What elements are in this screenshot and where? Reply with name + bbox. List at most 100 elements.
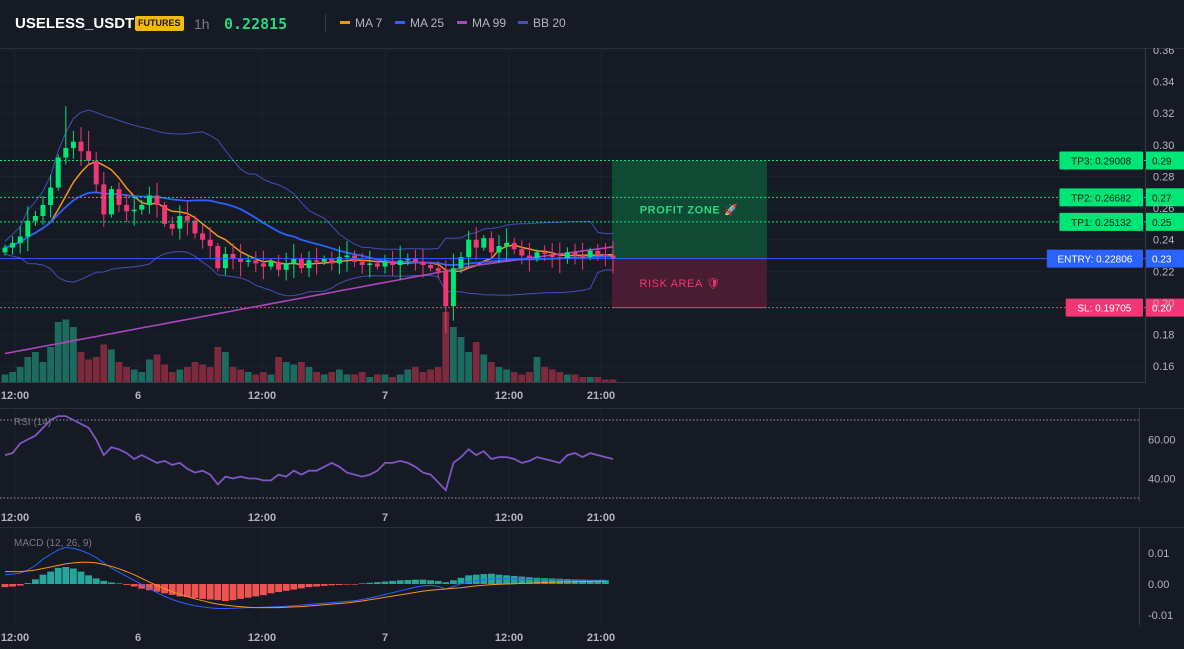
timeframe-selector[interactable]: 1h [194, 16, 210, 32]
candle[interactable] [428, 261, 434, 272]
candle[interactable] [557, 242, 563, 274]
candle[interactable] [564, 247, 570, 264]
candle[interactable] [504, 228, 510, 261]
candle[interactable] [488, 231, 494, 260]
candle[interactable] [519, 240, 525, 265]
candle[interactable] [108, 185, 114, 218]
legend-ma7[interactable]: MA 7 [340, 16, 382, 30]
candle[interactable] [572, 243, 578, 265]
candle[interactable] [336, 246, 342, 275]
volume-bar [130, 369, 138, 382]
candle[interactable] [17, 225, 23, 254]
candle[interactable] [466, 230, 472, 266]
candle[interactable] [435, 261, 441, 279]
candle[interactable] [124, 194, 130, 223]
legend-ma25[interactable]: MA 25 [395, 16, 444, 30]
candlesticks[interactable] [2, 106, 616, 333]
candle[interactable] [390, 251, 396, 276]
candle[interactable] [329, 251, 335, 271]
candle[interactable] [526, 242, 532, 272]
candle[interactable] [291, 244, 297, 278]
trade-levels: TP3: 0.29008 0.29 TP2: 0.26682 0.27 TP1: 0.2… [0, 151, 1184, 317]
candle[interactable] [298, 253, 304, 274]
candle[interactable] [48, 174, 54, 218]
candle[interactable] [321, 255, 327, 266]
volume-bar [16, 367, 24, 382]
candle[interactable] [549, 243, 555, 268]
candle[interactable] [511, 237, 517, 255]
candle[interactable] [55, 154, 61, 191]
rsi-tick-1: 60.00 [1148, 435, 1176, 447]
candle[interactable] [602, 243, 608, 267]
candle[interactable] [473, 227, 479, 261]
candle[interactable] [177, 205, 183, 240]
candle[interactable] [314, 247, 320, 275]
candle[interactable] [86, 130, 92, 166]
candle[interactable] [458, 252, 464, 274]
candle[interactable] [146, 186, 152, 214]
candle-body [78, 141, 84, 152]
rsi-line [4, 415, 614, 492]
candle[interactable] [481, 234, 487, 251]
candle[interactable] [2, 244, 8, 256]
candle[interactable] [306, 251, 312, 278]
candle[interactable] [169, 216, 175, 236]
candle[interactable] [534, 249, 540, 262]
candle[interactable] [162, 201, 168, 228]
time-tick-2-1: 6 [135, 632, 141, 644]
bb-upper [4, 109, 614, 250]
candle[interactable] [93, 151, 99, 194]
candle[interactable] [154, 182, 160, 218]
candle[interactable] [184, 201, 190, 236]
volume-bar [594, 377, 602, 382]
candle[interactable] [405, 253, 411, 266]
candle[interactable] [238, 244, 244, 277]
candle[interactable] [595, 243, 601, 261]
macd-pane[interactable]: -0.01 0.00 0.01 [1, 546, 1173, 622]
candle[interactable] [32, 210, 38, 226]
volume-bar [313, 372, 320, 382]
candle[interactable] [116, 182, 122, 212]
trading-chart[interactable]: PROFIT ZONE 🚀 RISK AREA 🛡 TP3: 0.29008 0.2… [0, 48, 1184, 649]
candle[interactable] [374, 260, 380, 270]
candle[interactable] [40, 196, 46, 225]
macd-histogram-bar [62, 566, 70, 584]
candle[interactable] [450, 253, 456, 321]
candle[interactable] [222, 246, 228, 276]
candle[interactable] [131, 195, 137, 226]
candle[interactable] [580, 242, 586, 270]
macd-histogram-bar [450, 580, 457, 584]
candle[interactable] [230, 243, 236, 270]
candle-body [314, 260, 320, 262]
rsi-pane[interactable]: 40.00 60.00 [0, 415, 1176, 499]
candle[interactable] [420, 249, 426, 278]
candle[interactable] [245, 255, 251, 267]
legend-ma99[interactable]: MA 99 [457, 16, 506, 30]
candle[interactable] [260, 250, 266, 280]
candle[interactable] [192, 215, 198, 239]
candle[interactable] [344, 240, 350, 272]
candle[interactable] [78, 127, 84, 166]
candle[interactable] [215, 242, 221, 272]
candle[interactable] [10, 235, 16, 255]
symbol-name[interactable]: USELESS_USDT [15, 15, 135, 32]
candle[interactable] [412, 249, 418, 271]
candle[interactable] [207, 227, 213, 259]
candle[interactable] [200, 224, 206, 249]
candle[interactable] [397, 245, 403, 280]
candle[interactable] [25, 206, 31, 252]
candle[interactable] [101, 171, 107, 228]
candle[interactable] [443, 260, 449, 333]
legend-bb20[interactable]: BB 20 [518, 16, 566, 30]
candle[interactable] [253, 251, 259, 273]
volume-bar [396, 374, 404, 382]
candle[interactable] [63, 106, 69, 165]
candle[interactable] [139, 199, 145, 215]
candle[interactable] [382, 254, 388, 274]
candle[interactable] [367, 250, 373, 278]
candle[interactable] [610, 240, 616, 274]
candle[interactable] [268, 258, 274, 270]
candle[interactable] [70, 130, 76, 159]
candle[interactable] [283, 252, 289, 281]
candle[interactable] [359, 252, 365, 274]
